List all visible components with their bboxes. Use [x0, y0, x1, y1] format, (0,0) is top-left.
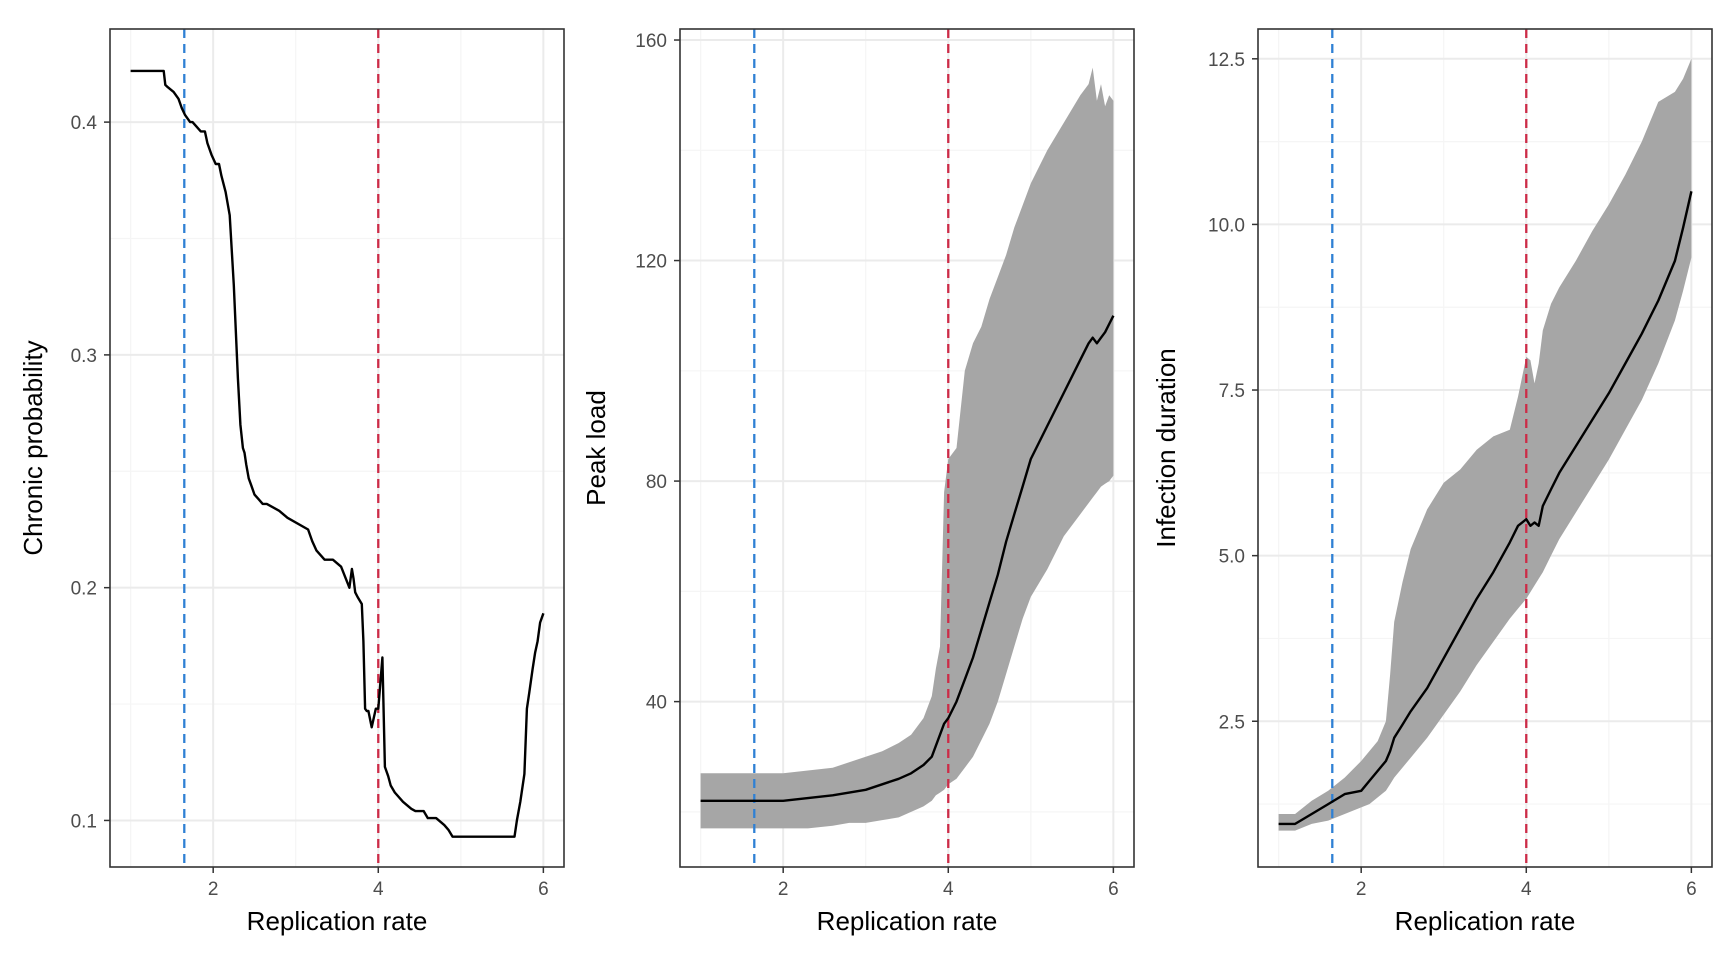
panel-border — [109, 28, 565, 868]
data-layer — [130, 29, 545, 867]
y-tick-label: 0.3 — [71, 346, 97, 367]
series-line — [130, 69, 545, 838]
x-tick-label: 6 — [1108, 879, 1119, 900]
y-tick-label: 160 — [635, 31, 667, 52]
panel-2: 2 4 6 40 80 120 160 Replication rate Peak load — [581, 28, 1135, 936]
y-tick-label: 0.2 — [71, 579, 97, 600]
gridlines — [110, 29, 564, 867]
confidence-ribbon — [1278, 58, 1692, 831]
y-tick-label: 7.5 — [1219, 381, 1245, 402]
x-axis-title: Replication rate — [817, 906, 998, 936]
y-axis-title: Chronic probability — [18, 340, 48, 555]
x-tick-label: 6 — [538, 879, 549, 900]
y-axis-title: Infection duration — [1151, 348, 1181, 547]
y-tick-label: 120 — [635, 252, 667, 273]
y-axis-title: Peak load — [581, 390, 611, 506]
panel-background — [110, 29, 564, 867]
x-axis-title: Replication rate — [247, 906, 428, 936]
x-tick-label: 4 — [1521, 879, 1532, 900]
x-tick-label: 6 — [1686, 879, 1697, 900]
x-tick-label: 2 — [778, 879, 789, 900]
panel-1: 2 4 6 0.1 0.2 0.3 0.4 Replication rate Chronic p… — [18, 28, 565, 936]
y-tick-label: 2.5 — [1219, 712, 1245, 733]
y-tick-label: 12.5 — [1208, 50, 1245, 71]
data-layer — [1278, 29, 1693, 867]
panel-3: 2 4 6 2.5 5.0 7.5 10.0 12.5 Replication rate Infe… — [1151, 28, 1713, 936]
x-tick-label: 4 — [943, 879, 954, 900]
y-tick-label: 0.4 — [71, 113, 98, 134]
y-tick-label: 80 — [646, 472, 667, 493]
panel-border — [1257, 28, 1713, 868]
x-axis-title: Replication rate — [1395, 906, 1576, 936]
series-line — [700, 315, 1115, 802]
confidence-ribbon — [700, 67, 1114, 829]
x-tick-label: 2 — [1356, 879, 1367, 900]
y-tick-label: 5.0 — [1219, 547, 1245, 568]
x-tick-label: 2 — [208, 879, 219, 900]
y-tick-label: 0.1 — [71, 811, 97, 832]
x-tick-label: 4 — [373, 879, 384, 900]
series-line — [1278, 191, 1693, 826]
y-tick-label: 10.0 — [1208, 215, 1245, 236]
panel-border — [679, 28, 1135, 868]
data-layer — [700, 29, 1115, 867]
y-tick-label: 40 — [646, 693, 667, 714]
